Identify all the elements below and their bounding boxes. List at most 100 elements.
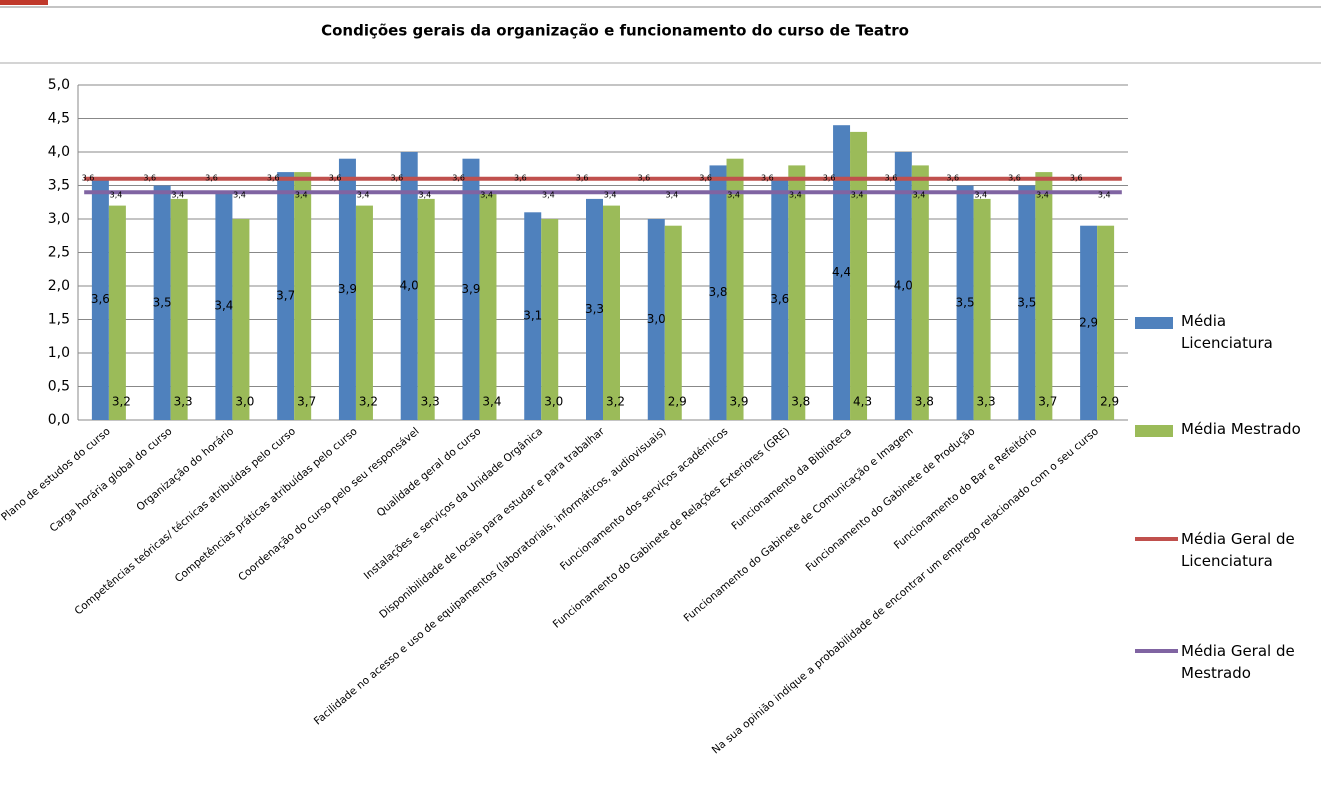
data-label: 3,3 xyxy=(977,395,996,409)
line-label: 3,4 xyxy=(418,191,431,200)
corner-mark xyxy=(0,0,48,5)
line-label: 3,4 xyxy=(542,191,555,200)
line-label: 3,4 xyxy=(1036,191,1049,200)
data-label: 3,5 xyxy=(153,295,172,309)
data-label: 3,8 xyxy=(708,285,727,299)
bar xyxy=(603,205,620,420)
x-tick-label: Funcionamento do Gabinete de Relações Ex… xyxy=(551,425,792,630)
bar xyxy=(726,158,744,420)
bar xyxy=(277,172,295,420)
y-tick-label: 4,0 xyxy=(48,144,70,160)
bar xyxy=(541,219,559,420)
bar xyxy=(232,219,250,420)
bar xyxy=(479,192,497,420)
y-tick-label: 5,0 xyxy=(48,77,70,93)
data-label: 3,3 xyxy=(174,395,193,409)
bar xyxy=(664,225,682,420)
bar xyxy=(1035,172,1053,420)
line-label: 3,4 xyxy=(913,191,926,200)
bar xyxy=(586,198,603,420)
data-label: 3,2 xyxy=(606,395,625,409)
bar xyxy=(462,158,480,420)
bar xyxy=(215,192,233,420)
bar xyxy=(771,178,789,420)
y-tick-label: 2,5 xyxy=(48,245,70,261)
line-label: 3,4 xyxy=(357,191,370,200)
bar xyxy=(108,205,126,420)
x-tick-label: Na sua opinião indique a probabilidade d… xyxy=(710,425,1101,756)
line-label: 3,4 xyxy=(604,191,617,200)
data-label: 3,9 xyxy=(338,282,357,296)
chart-title: Condições gerais da organização e funcio… xyxy=(321,22,909,40)
y-tick-label: 2,0 xyxy=(48,278,70,294)
data-label: 3,0 xyxy=(235,395,254,409)
line-label: 3,6 xyxy=(267,173,280,182)
line-label: 3,6 xyxy=(576,173,589,182)
data-label: 3,8 xyxy=(915,395,934,409)
bar xyxy=(911,165,929,420)
line-label: 3,4 xyxy=(666,191,679,200)
y-tick-label: 0,0 xyxy=(48,412,70,428)
line-label: 3,4 xyxy=(171,191,184,200)
data-label: 3,4 xyxy=(214,299,233,313)
bar xyxy=(1018,185,1036,420)
data-label: 2,9 xyxy=(1079,315,1098,329)
bar xyxy=(850,131,868,420)
x-tick-label: Funcionamento do Gabinete de Comunicação… xyxy=(682,425,916,624)
bar xyxy=(956,185,974,420)
line-label: 3,4 xyxy=(295,191,308,200)
line-label: 3,6 xyxy=(390,173,403,182)
data-label: 3,3 xyxy=(421,395,440,409)
bar xyxy=(894,152,912,420)
y-tick-label: 0,5 xyxy=(48,379,70,395)
line-label: 3,6 xyxy=(823,173,836,182)
legend-label: Média Geral de Licenciatura xyxy=(1181,530,1295,570)
x-tick-label: Competências teóricas/ técnicas atribuíd… xyxy=(72,425,298,617)
data-label: 4,3 xyxy=(853,395,872,409)
data-label: 3,1 xyxy=(523,309,542,323)
line-label: 3,6 xyxy=(514,173,527,182)
legend-label: Média Mestrado xyxy=(1181,420,1301,438)
bar xyxy=(153,185,171,420)
line-label: 3,6 xyxy=(452,173,465,182)
x-tick-label: Plano de estudos do curso xyxy=(0,425,113,523)
bar xyxy=(1080,225,1098,420)
x-tick-label: Funcionamento da Biblioteca xyxy=(729,425,854,532)
data-label: 3,2 xyxy=(359,395,378,409)
line-label: 3,6 xyxy=(143,173,156,182)
data-label: 3,0 xyxy=(544,395,563,409)
line-label: 3,6 xyxy=(761,173,774,182)
data-label: 4,0 xyxy=(894,279,913,293)
bar xyxy=(833,125,851,420)
data-label: 2,9 xyxy=(1100,395,1119,409)
data-label: 3,6 xyxy=(770,292,789,306)
line-label: 3,6 xyxy=(638,173,651,182)
data-label: 3,7 xyxy=(297,395,316,409)
x-tick-label: Carga horária global do curso xyxy=(48,425,175,534)
legend-label: Média Licenciatura xyxy=(1181,312,1273,352)
legend-swatch xyxy=(1135,317,1173,329)
line-label: 3,4 xyxy=(1098,191,1111,200)
line-label: 3,4 xyxy=(851,191,864,200)
data-label: 3,6 xyxy=(91,292,110,306)
data-label: 4,0 xyxy=(400,279,419,293)
data-label: 3,3 xyxy=(585,302,604,316)
line-label: 3,6 xyxy=(1008,173,1021,182)
line-label: 3,6 xyxy=(885,173,898,182)
y-tick-label: 1,0 xyxy=(48,345,70,361)
data-label: 3,8 xyxy=(791,395,810,409)
bar xyxy=(91,178,109,420)
bar xyxy=(170,198,188,420)
line-label: 3,6 xyxy=(205,173,218,182)
bar xyxy=(788,165,806,420)
line-label: 3,4 xyxy=(727,191,740,200)
bar xyxy=(355,205,373,420)
data-label: 3,5 xyxy=(956,295,975,309)
x-tick-label: Disponibilidade de locais para estudar e… xyxy=(377,425,607,621)
legend-swatch xyxy=(1135,425,1173,437)
line-label: 3,4 xyxy=(110,191,123,200)
data-label: 3,2 xyxy=(112,395,131,409)
bar xyxy=(338,158,356,420)
